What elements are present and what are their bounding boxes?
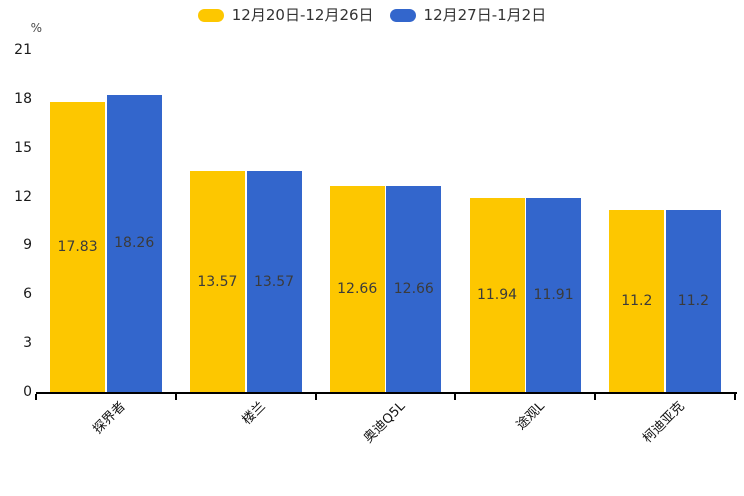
x-axis-label: 探界者 — [90, 399, 129, 438]
x-axis-tick-mark — [454, 394, 457, 400]
bar-value-label: 11.2 — [621, 292, 653, 309]
x-axis-tick-mark — [35, 394, 37, 400]
x-axis-label: 楼兰 — [239, 399, 269, 429]
bar-value-label: 13.57 — [253, 273, 295, 290]
y-axis-tick-label: 15 — [14, 139, 32, 156]
bar — [189, 171, 245, 392]
y-axis-tick-label: 6 — [23, 286, 32, 303]
x-axis-label: 柯迪亚克 — [640, 399, 688, 447]
bar-value-label: 11.91 — [533, 287, 574, 304]
legend-label: 12月20日-12月26日 — [231, 6, 374, 24]
x-axis-tick-mark — [174, 394, 177, 400]
bar-value-label: 18.26 — [114, 235, 155, 252]
bar — [526, 198, 582, 392]
legend-item-series-1[interactable]: 12月27日-1月2日 — [389, 6, 547, 24]
bar — [50, 101, 106, 392]
bar — [329, 185, 385, 392]
legend-item-series-0[interactable]: 12月20日-12月26日 — [197, 6, 374, 24]
bar — [106, 94, 162, 392]
x-axis-label: 途观L — [513, 399, 548, 434]
legend-label: 12月27日-1月2日 — [423, 6, 547, 24]
plot-area: 17.83 13.57 12.66 11.94 11.2 18.26 13.57 12.66 1… — [36, 50, 735, 392]
x-axis-tick-mark — [314, 394, 317, 400]
y-axis-tick-label: 9 — [23, 237, 32, 254]
bar-value-label: 11.2 — [677, 292, 709, 309]
bar — [386, 185, 442, 392]
y-axis-tick-label: 3 — [23, 335, 32, 352]
x-axis-label: 奥迪Q5L — [360, 399, 409, 447]
bar-value-label: 11.94 — [476, 286, 518, 303]
bar — [665, 209, 721, 392]
x-axis-tick-mark — [734, 394, 736, 400]
y-axis-tick-label: 12 — [14, 188, 32, 205]
x-axis-line — [36, 392, 737, 394]
y-axis-tick-label: 21 — [14, 42, 32, 58]
bar-value-label: 12.66 — [393, 280, 434, 297]
bar-value-label: 13.57 — [197, 273, 238, 290]
legend-swatch-icon — [389, 8, 416, 22]
bar — [609, 209, 665, 392]
legend: 12月20日-12月26日 12月27日-1月2日 — [0, 6, 744, 24]
legend-swatch-icon — [197, 8, 224, 22]
y-axis-unit-label: % — [30, 21, 42, 35]
y-axis-tick-label: 18 — [14, 90, 32, 107]
bar — [469, 197, 525, 392]
x-axis-tick-mark — [594, 394, 597, 400]
bar-value-label: 12.66 — [337, 280, 378, 297]
bar-value-label: 17.83 — [57, 238, 98, 255]
y-axis-tick-label: 0 — [23, 384, 32, 400]
bar — [246, 171, 302, 392]
